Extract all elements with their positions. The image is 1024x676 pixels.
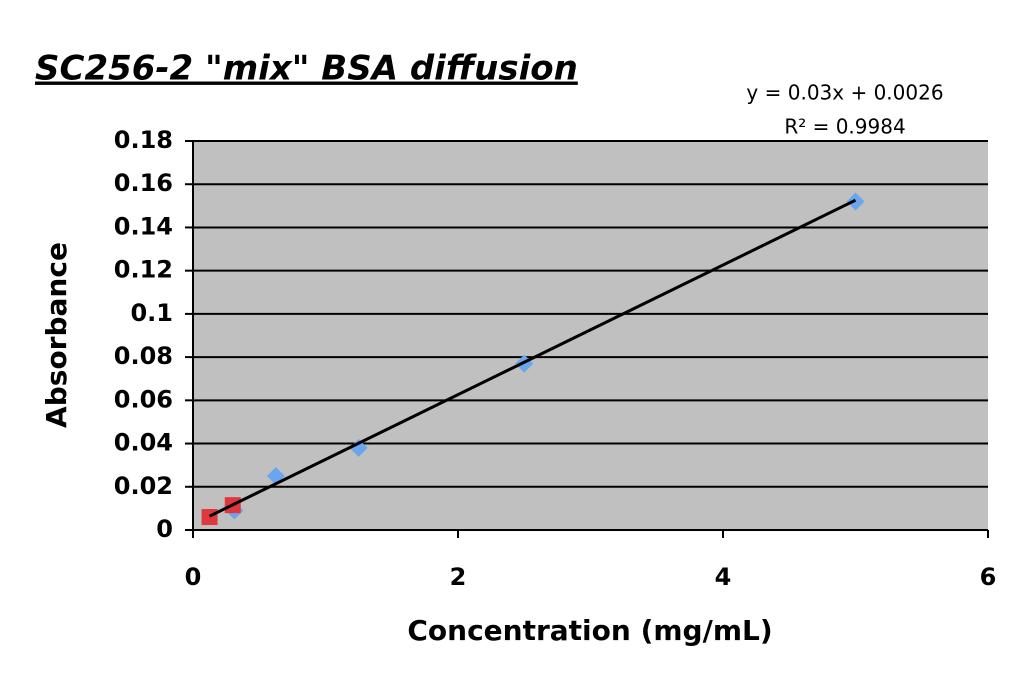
y-axis-title: Absorbance [40, 242, 73, 428]
data-point [201, 509, 218, 526]
y-tick-label: 0.04 [114, 429, 173, 457]
plot-area [193, 141, 988, 530]
x-tick-label: 0 [185, 563, 202, 591]
r-squared: R² = 0.9984 [784, 115, 905, 139]
x-tick-label: 4 [715, 563, 732, 591]
x-tick-label: 6 [980, 563, 997, 591]
y-tick-label: 0.08 [114, 342, 173, 370]
chart-title: SC256-2 "mix" BSA diffusion [35, 49, 578, 89]
y-tick-label: 0.12 [114, 256, 173, 284]
y-tick-label: 0.16 [114, 169, 173, 197]
y-tick-label: 0.14 [114, 212, 173, 240]
y-tick-label: 0.06 [114, 385, 173, 413]
x-tick-label: 2 [450, 563, 467, 591]
x-axis-title: Concentration (mg/mL) [407, 614, 772, 647]
y-tick-label: 0.02 [114, 472, 173, 500]
y-tick-label: 0.18 [114, 126, 173, 154]
y-tick-label: 0 [156, 515, 173, 543]
y-tick-label: 0.1 [130, 299, 173, 327]
data-point [349, 438, 368, 457]
equation: y = 0.03x + 0.0026 [746, 81, 943, 105]
trendline [208, 198, 857, 518]
